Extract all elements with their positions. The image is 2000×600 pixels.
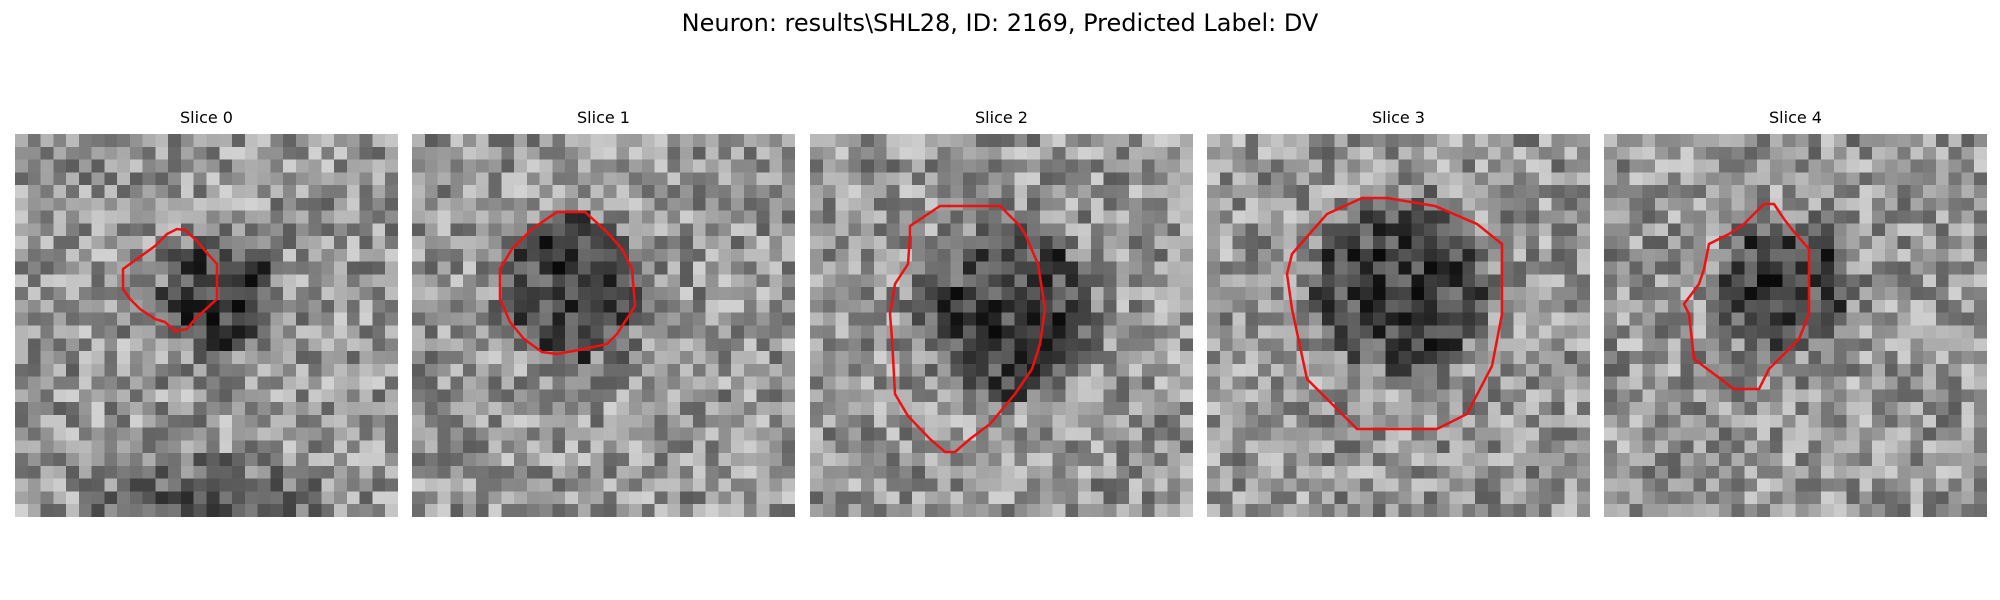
slice-image	[1207, 134, 1590, 517]
roi-contour	[888, 204, 1047, 454]
roi-contour-overlay	[888, 204, 1047, 454]
slice-title: Slice 3	[1372, 108, 1425, 127]
slice-title: Slice 0	[180, 108, 233, 127]
roi-contour-overlay	[1285, 196, 1504, 431]
roi-contour	[1285, 196, 1504, 431]
slice-title: Slice 2	[975, 108, 1028, 127]
grayscale-slice-image	[1604, 134, 1987, 517]
slice-image	[1604, 134, 1987, 517]
slice-image	[810, 134, 1193, 517]
grayscale-slice-image	[15, 134, 398, 517]
roi-contour-overlay	[1682, 202, 1811, 391]
figure-title: Neuron: results\SHL28, ID: 2169, Predict…	[681, 9, 1319, 37]
slice-image	[412, 134, 795, 517]
slice-image	[15, 134, 398, 517]
grayscale-slice-image	[1207, 134, 1590, 517]
roi-contour	[121, 227, 219, 333]
roi-contour-overlay	[121, 227, 219, 333]
roi-contour	[1682, 202, 1811, 391]
slice-panel-3: Slice 3	[1207, 108, 1590, 517]
roi-contour-overlay	[498, 210, 637, 356]
slice-title: Slice 4	[1769, 108, 1822, 127]
grayscale-slice-image	[412, 134, 795, 517]
grayscale-slice-image	[810, 134, 1193, 517]
slice-title: Slice 1	[577, 108, 630, 127]
roi-contour	[498, 210, 637, 356]
slice-panel-1: Slice 1	[412, 108, 795, 517]
slice-panel-0: Slice 0	[15, 108, 398, 517]
slice-panel-2: Slice 2	[810, 108, 1193, 517]
slice-panel-4: Slice 4	[1604, 108, 1987, 517]
